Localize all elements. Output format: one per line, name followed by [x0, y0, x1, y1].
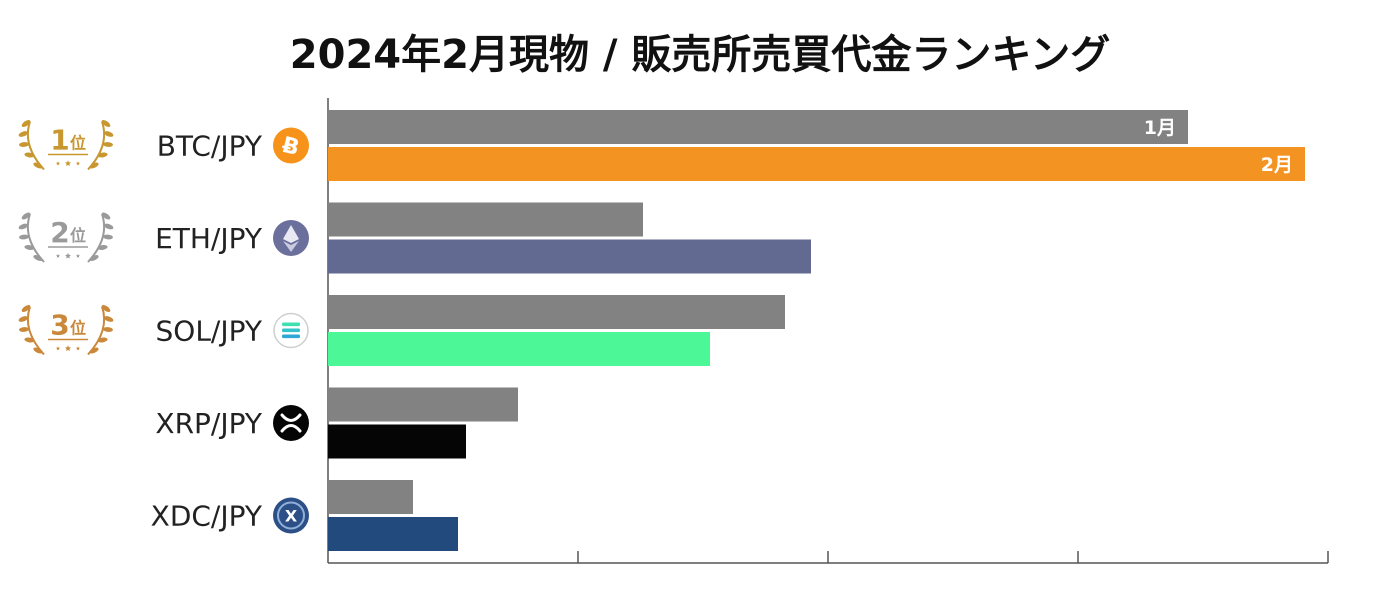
- category-label: ETH/JPY: [155, 222, 263, 255]
- bar-prev-month: [328, 387, 518, 422]
- svg-text:X: X: [285, 507, 298, 526]
- xrp-icon: [273, 405, 309, 441]
- rank-number: 3: [50, 309, 69, 342]
- bar-current-month: [328, 147, 1305, 181]
- bitcoin-icon: Ƀ: [273, 127, 309, 164]
- bar-prev-month: [328, 110, 1188, 144]
- rank-number: 1: [50, 124, 69, 157]
- rank-suffix: 位: [70, 226, 86, 245]
- bar-current-month: [328, 239, 811, 274]
- xdc-icon: X: [273, 497, 309, 534]
- category-label: XDC/JPY: [151, 500, 263, 533]
- svg-text:Ƀ: Ƀ: [279, 133, 301, 161]
- bar-current-month: [328, 424, 466, 459]
- category-label: BTC/JPY: [157, 130, 263, 163]
- bar-current-month: [328, 517, 458, 551]
- rank-suffix: 位: [70, 134, 86, 153]
- bar-current-month: [328, 332, 710, 366]
- rank-number: 2: [50, 216, 69, 249]
- chart-title: 2024年2月現物 / 販売所売買代金ランキング: [289, 32, 1111, 78]
- bar-prev-month: [328, 480, 413, 514]
- category-label: SOL/JPY: [156, 315, 263, 348]
- solana-icon: [273, 312, 309, 349]
- ethereum-icon: [273, 220, 309, 256]
- rank-suffix: 位: [70, 319, 86, 338]
- series-label-prev: 1月: [1144, 117, 1176, 139]
- bar-prev-month: [328, 295, 785, 329]
- category-label: XRP/JPY: [155, 407, 262, 440]
- bar-prev-month: [328, 202, 643, 237]
- series-label-current: 2月: [1261, 154, 1293, 176]
